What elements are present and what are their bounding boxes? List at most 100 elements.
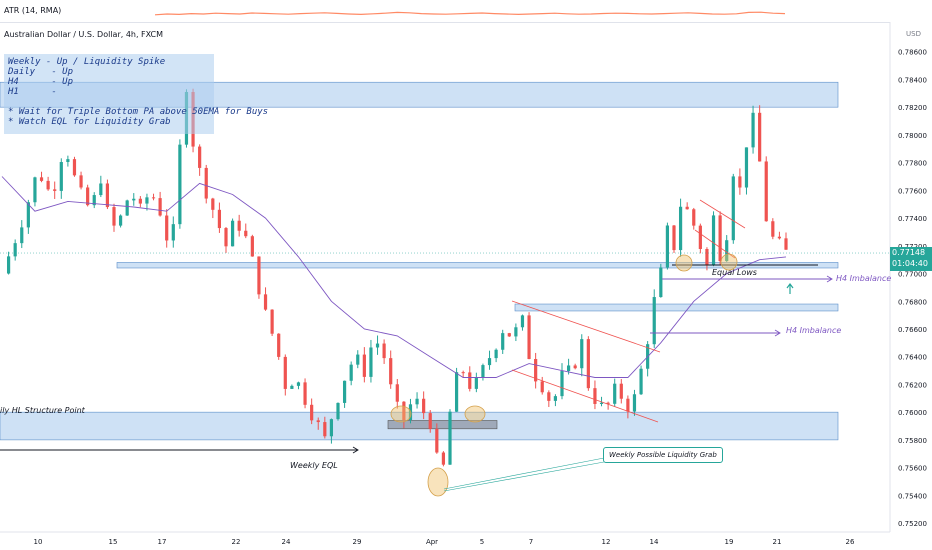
candle	[494, 348, 498, 363]
current-price-tag: 0.77148 01:04:40	[890, 247, 932, 271]
candle	[481, 363, 485, 381]
candle	[138, 196, 142, 208]
candle	[211, 197, 215, 219]
candle	[112, 203, 116, 232]
candle	[514, 323, 518, 342]
y-tick-label: 0.77600	[898, 187, 927, 195]
candle	[303, 378, 307, 409]
liquidity-marker	[720, 253, 738, 271]
candle	[198, 144, 202, 176]
x-tick-label: 5	[480, 538, 484, 546]
candle	[6, 251, 11, 275]
candle	[540, 376, 544, 395]
candle	[217, 202, 222, 233]
current-price: 0.77148	[892, 248, 926, 257]
candle	[316, 417, 320, 430]
candle	[725, 235, 729, 262]
candle	[435, 423, 439, 454]
h4-imbalance-arrow-1[interactable]	[662, 275, 833, 283]
candle	[764, 156, 768, 222]
note-line-4: H1 -	[8, 87, 57, 97]
candle	[244, 223, 248, 239]
y-tick-label: 0.76800	[898, 298, 927, 306]
candle	[553, 394, 558, 407]
h4-imbalance-label-2: H4 Imbalance	[786, 326, 842, 335]
y-tick-label: 0.76400	[898, 354, 927, 362]
candle	[468, 366, 472, 392]
candle	[389, 350, 393, 389]
candle	[270, 309, 274, 337]
candle	[784, 232, 788, 250]
candle	[665, 222, 670, 270]
candle	[53, 181, 57, 199]
channel-lower-line[interactable]	[511, 369, 659, 423]
candle	[534, 352, 538, 389]
note-line-7: * Watch EQL for Liquidity Grab	[8, 117, 171, 127]
x-tick-label: 14	[650, 538, 659, 546]
candle	[560, 363, 564, 400]
note-line-6: * Wait for Triple Bottom PA above 50EMA …	[8, 107, 269, 117]
candle	[751, 105, 755, 154]
h4-imbalance-arrow-2[interactable]	[650, 329, 781, 337]
candle	[336, 402, 340, 421]
flag-lower-line[interactable]	[694, 229, 736, 259]
candle	[349, 361, 353, 386]
candle	[105, 179, 110, 210]
analysis-notes: Weekly - Up / Liquidity Spike Daily - Up…	[4, 54, 268, 134]
candle	[158, 191, 162, 217]
candle	[520, 314, 525, 331]
liquidity-marker	[675, 254, 693, 272]
candle	[382, 339, 386, 364]
callout-leader-line	[443, 457, 605, 492]
candle	[626, 395, 630, 419]
liquidity-grab-callout: Weekly Possible Liquidity Grab	[603, 447, 723, 463]
x-tick-label: 15	[109, 538, 118, 546]
candle	[744, 147, 749, 195]
weekly-eql-arrow[interactable]	[0, 446, 359, 454]
candle	[369, 339, 373, 383]
candle	[165, 209, 169, 248]
candle	[237, 214, 241, 237]
candle	[652, 289, 656, 348]
y-tick-label: 0.75800	[898, 437, 927, 445]
candle	[151, 193, 156, 201]
candle	[277, 333, 281, 360]
candle	[415, 392, 419, 409]
x-tick-label: Apr	[426, 538, 438, 546]
candle	[777, 231, 782, 240]
flag-upper-line[interactable]	[699, 199, 746, 229]
equal-lows-label: Equal Lows	[712, 268, 757, 277]
candle	[250, 234, 254, 257]
candle	[692, 207, 696, 230]
candle	[375, 335, 380, 355]
candle	[711, 211, 716, 267]
candle	[204, 164, 208, 204]
x-tick-label: 12	[602, 538, 611, 546]
candle	[79, 171, 83, 190]
atr-label: ATR (14, RMA)	[4, 6, 62, 15]
buy-arrow-icon	[786, 283, 794, 294]
y-tick-label: 0.75200	[898, 520, 927, 528]
candle	[362, 347, 366, 383]
ema-line	[1, 176, 787, 378]
y-tick-label: 0.77200	[898, 243, 927, 251]
candle	[454, 367, 459, 412]
y-tick-label: 0.77400	[898, 215, 927, 223]
equal-lows-box	[387, 420, 498, 430]
candle	[290, 384, 294, 389]
x-tick-label: 29	[353, 538, 362, 546]
x-tick-label: 21	[773, 538, 782, 546]
candle	[296, 381, 301, 390]
channel-upper-line[interactable]	[511, 300, 661, 353]
y-tick-label: 0.78000	[898, 132, 927, 140]
candle	[39, 171, 44, 183]
candle	[547, 390, 551, 407]
candle	[171, 216, 175, 248]
candle	[329, 418, 334, 444]
liquidity-marker	[464, 405, 486, 423]
candle	[72, 156, 77, 177]
candle	[224, 227, 228, 253]
candle	[586, 336, 590, 391]
candle	[593, 380, 597, 410]
